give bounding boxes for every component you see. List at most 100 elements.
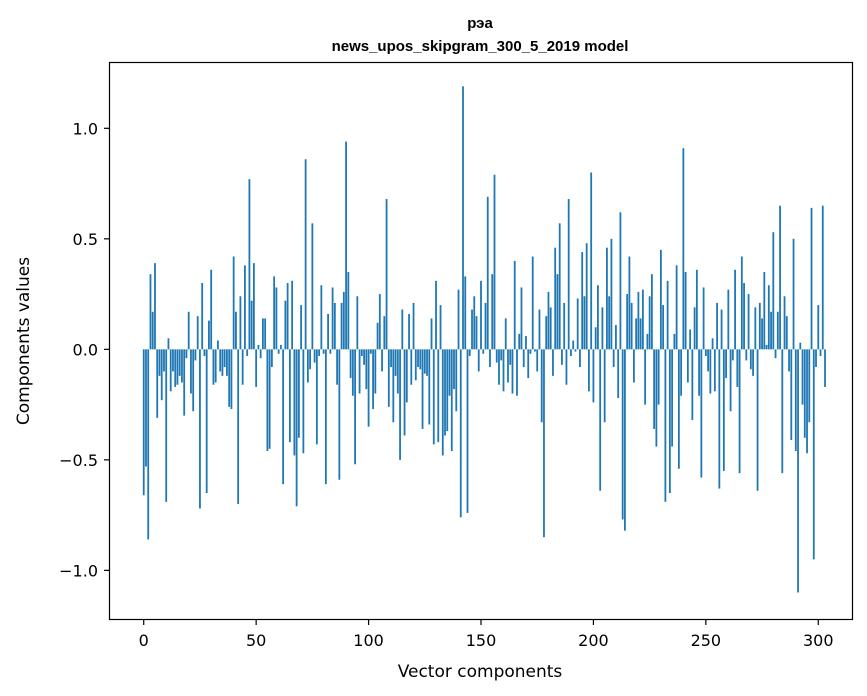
bar-67: [293, 349, 296, 456]
bar-103: [374, 349, 377, 394]
bar-25: [199, 349, 201, 509]
bar-29: [208, 320, 210, 350]
bar-162: [507, 349, 509, 383]
bar-65: [288, 349, 291, 443]
bar-134: [444, 349, 446, 436]
bar-181: [549, 307, 552, 350]
bar-126: [426, 349, 428, 376]
bar-120: [412, 302, 415, 350]
x-tick-label: 250: [691, 631, 722, 650]
bar-280: [772, 232, 775, 350]
bar-104: [376, 322, 379, 350]
bar-244: [691, 349, 694, 421]
bar-199: [590, 172, 593, 350]
bar-250: [704, 349, 707, 356]
bar-109: [387, 349, 390, 407]
bar-292: [799, 342, 802, 350]
bar-257: [720, 309, 723, 350]
bar-140: [457, 289, 460, 350]
y-tick-label: 0.5: [73, 230, 98, 249]
bar-76: [313, 349, 316, 363]
bar-203: [599, 349, 602, 491]
bar-204: [601, 307, 604, 350]
bar-75: [311, 223, 314, 350]
bar-190: [570, 349, 572, 356]
bar-206: [606, 247, 608, 350]
bar-191: [572, 340, 575, 350]
bar-84: [331, 287, 334, 350]
bar-261: [729, 349, 732, 412]
bar-196: [583, 296, 586, 350]
bar-195: [581, 252, 584, 350]
bar-164: [511, 349, 514, 394]
bar-197: [585, 243, 588, 350]
bar-248: [700, 349, 703, 478]
bar-227: [653, 349, 656, 429]
x-tick-label: 50: [246, 631, 266, 650]
bar-218: [633, 349, 635, 383]
bar-212: [619, 212, 622, 350]
bar-217: [630, 302, 633, 350]
bar-209: [612, 349, 615, 368]
bar-94: [354, 349, 356, 465]
bar-128: [430, 318, 433, 350]
bar-202: [597, 285, 599, 350]
bar-8: [160, 349, 163, 401]
bar-237: [675, 265, 678, 350]
bar-256: [718, 349, 721, 489]
bar-299: [815, 349, 817, 368]
bar-136: [448, 349, 451, 396]
bar-241: [684, 271, 687, 350]
bar-48: [250, 300, 253, 350]
bar-143: [464, 276, 467, 350]
bar-231: [662, 305, 665, 350]
bar-176: [538, 309, 541, 350]
bar-111: [392, 349, 395, 423]
bar-242: [686, 349, 689, 383]
bar-116: [403, 349, 406, 436]
bar-269: [747, 294, 750, 350]
bar-22: [192, 349, 195, 412]
bar-91: [347, 271, 350, 350]
bar-89: [342, 291, 345, 350]
bar-271: [752, 349, 754, 376]
bar-239: [680, 349, 683, 396]
bars-group: [142, 86, 826, 593]
bar-160: [502, 349, 505, 392]
x-tick-label: 300: [803, 631, 834, 650]
bar-300: [817, 305, 820, 350]
bar-69: [297, 349, 300, 438]
bar-17: [181, 349, 183, 383]
bar-230: [659, 249, 662, 350]
bar-32: [214, 349, 217, 383]
bar-14: [174, 349, 177, 387]
bar-200: [592, 349, 595, 403]
bar-216: [628, 256, 631, 350]
bar-125: [423, 349, 426, 374]
bar-222: [641, 289, 644, 350]
bar-4: [151, 311, 154, 350]
bar-255: [716, 302, 718, 350]
bar-112: [394, 349, 397, 376]
bar-233: [666, 280, 669, 350]
bar-59: [275, 287, 278, 350]
bar-26: [201, 283, 204, 350]
bar-226: [650, 274, 653, 350]
bar-178: [543, 349, 545, 538]
bar-188: [565, 349, 568, 385]
bar-211: [617, 349, 620, 398]
bar-115: [401, 309, 404, 350]
bar-189: [567, 199, 570, 350]
bar-117: [405, 349, 408, 403]
bar-101: [369, 349, 372, 354]
bar-64: [286, 283, 289, 350]
bar-73: [306, 349, 309, 383]
bar-44: [241, 349, 244, 385]
bar-171: [527, 349, 530, 379]
bar-246: [695, 269, 698, 350]
bar-215: [626, 294, 629, 350]
bar-266: [740, 256, 743, 350]
bar-179: [545, 316, 548, 350]
bar-177: [540, 349, 543, 423]
